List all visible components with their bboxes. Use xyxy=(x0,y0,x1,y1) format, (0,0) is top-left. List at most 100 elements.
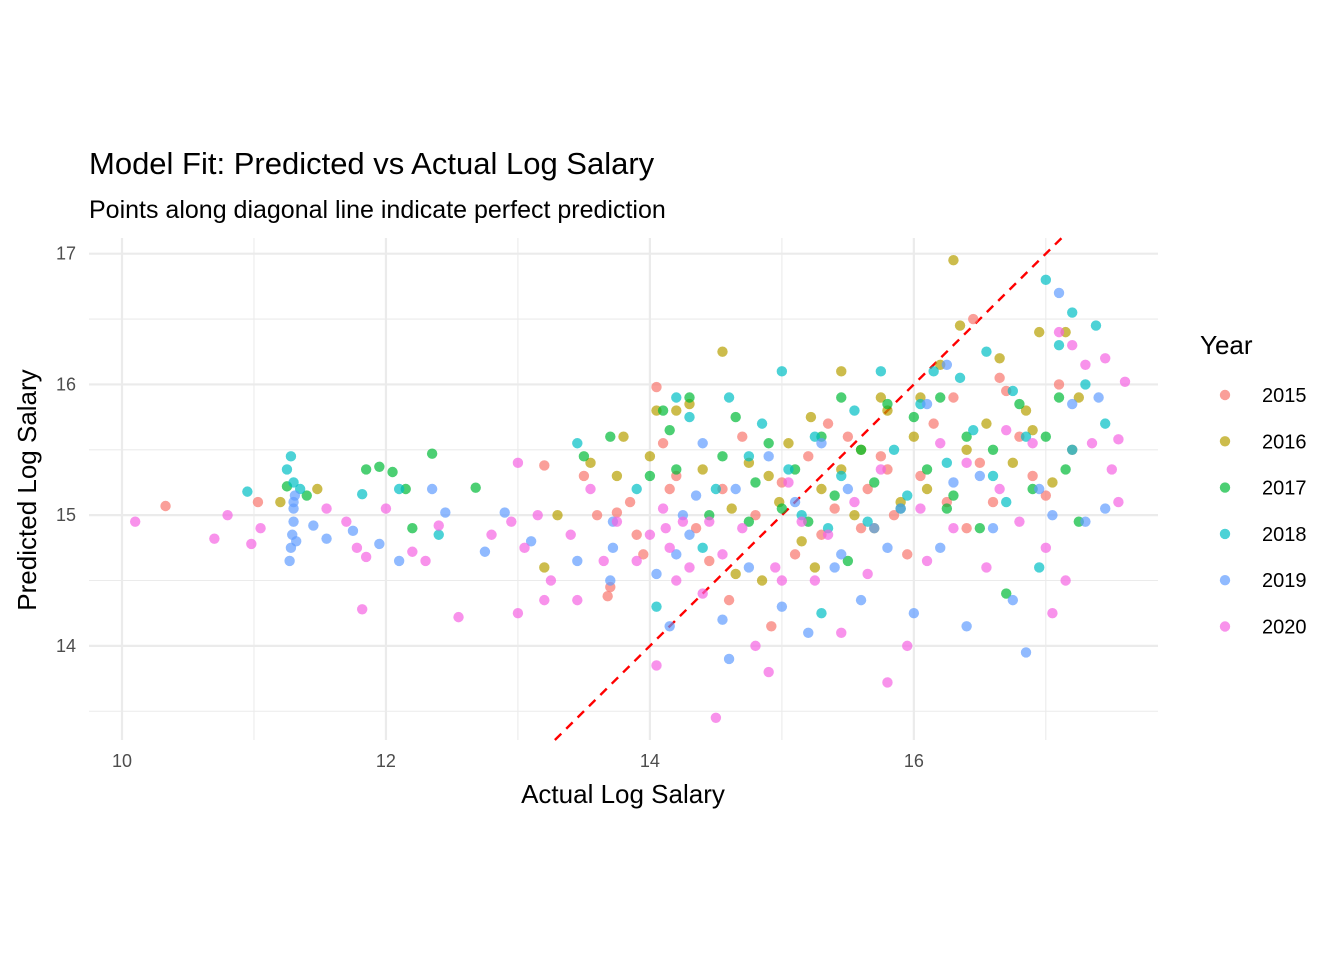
data-point-2017 xyxy=(763,438,774,449)
data-point-2017 xyxy=(664,424,675,436)
data-point-2016 xyxy=(312,483,323,495)
data-point-2017 xyxy=(301,490,312,501)
data-point-2018 xyxy=(809,431,821,442)
legend-label-2017: 2017 xyxy=(1262,478,1307,500)
data-point-2015 xyxy=(829,503,840,514)
data-point-2016 xyxy=(1073,392,1085,403)
chart-title: Model Fit: Predicted vs Actual Log Salar… xyxy=(89,146,655,181)
data-point-2020 xyxy=(585,483,596,495)
data-point-2015 xyxy=(657,438,669,449)
y-tick-label: 15 xyxy=(56,505,76,525)
data-point-2015 xyxy=(723,594,735,606)
data-point-2017 xyxy=(426,448,438,459)
data-point-2015 xyxy=(578,470,590,482)
legend: Year 2015 2016 2017 2018 2019 2020 xyxy=(1200,330,1307,639)
legend-key-2016 xyxy=(1219,436,1231,447)
data-point-2015 xyxy=(766,621,777,632)
legend-key-2018 xyxy=(1219,528,1231,540)
data-point-2020 xyxy=(737,523,748,534)
data-point-2017 xyxy=(657,405,669,416)
data-point-2015 xyxy=(888,509,900,521)
data-point-2019 xyxy=(308,520,319,531)
chart-subtitle: Points along diagonal line indicate perf… xyxy=(89,196,666,224)
y-tick-label: 17 xyxy=(56,244,76,264)
data-point-2016 xyxy=(954,320,966,331)
data-point-2015 xyxy=(252,496,264,508)
data-point-2016 xyxy=(948,255,959,266)
data-point-2016 xyxy=(763,470,774,482)
data-point-2019 xyxy=(723,653,735,665)
data-point-2020 xyxy=(356,604,368,615)
data-point-2019 xyxy=(572,555,583,567)
data-point-2016 xyxy=(611,470,623,482)
data-point-2015 xyxy=(690,523,702,534)
data-point-2016 xyxy=(717,346,728,357)
data-point-2017 xyxy=(671,464,682,475)
data-point-2020 xyxy=(660,523,671,534)
data-point-2018 xyxy=(1034,562,1045,573)
data-point-2018 xyxy=(631,483,642,495)
data-point-2020 xyxy=(657,503,669,514)
data-point-2018 xyxy=(242,486,253,497)
data-point-2019 xyxy=(921,398,933,410)
data-point-2016 xyxy=(671,405,682,416)
data-point-2015 xyxy=(961,523,972,534)
data-point-2020 xyxy=(750,640,761,652)
data-point-2019 xyxy=(671,549,682,560)
data-point-2015 xyxy=(915,470,926,482)
data-point-2015 xyxy=(651,381,662,393)
data-point-2019 xyxy=(776,601,788,612)
data-point-2019 xyxy=(948,477,959,488)
data-point-2018 xyxy=(902,490,913,501)
data-point-2016 xyxy=(961,444,972,455)
data-point-2019 xyxy=(816,438,827,449)
data-point-2017 xyxy=(1001,588,1012,599)
data-point-2016 xyxy=(836,366,847,377)
data-point-2016 xyxy=(697,464,708,475)
data-point-2015 xyxy=(704,555,715,567)
data-point-2019 xyxy=(697,438,708,449)
data-point-2015 xyxy=(591,509,603,521)
data-point-2017 xyxy=(644,470,656,482)
data-point-2020 xyxy=(407,546,418,557)
data-point-2018 xyxy=(836,470,847,482)
x-axis-title: Actual Log Salary xyxy=(521,779,725,809)
data-point-2019 xyxy=(935,542,946,554)
data-point-2020 xyxy=(763,666,774,678)
data-point-2015 xyxy=(789,549,801,560)
data-point-2020 xyxy=(519,542,530,554)
data-point-2017 xyxy=(684,392,695,403)
data-point-2015 xyxy=(855,523,867,534)
data-point-2017 xyxy=(1053,392,1065,403)
data-point-2020 xyxy=(506,516,517,527)
data-point-2020 xyxy=(1040,542,1052,554)
data-point-2019 xyxy=(789,496,801,508)
data-point-2020 xyxy=(1001,424,1012,436)
data-point-2015 xyxy=(822,418,834,429)
data-point-2020 xyxy=(849,496,860,508)
data-point-2020 xyxy=(433,520,444,531)
data-point-2019 xyxy=(717,614,728,625)
data-point-2018 xyxy=(1067,444,1078,455)
data-point-2015 xyxy=(842,431,854,442)
data-point-2020 xyxy=(209,533,220,544)
legend-label-2015: 2015 xyxy=(1262,385,1307,407)
data-point-2018 xyxy=(968,424,979,436)
data-point-2017 xyxy=(776,503,788,514)
data-point-2018 xyxy=(288,477,299,488)
data-point-2018 xyxy=(816,607,827,619)
data-point-2020 xyxy=(710,712,722,723)
data-point-2018 xyxy=(954,372,966,384)
data-point-2018 xyxy=(572,438,583,449)
data-point-2015 xyxy=(1053,379,1065,390)
data-point-2019 xyxy=(393,555,405,567)
data-point-2020 xyxy=(770,562,781,573)
data-point-2016 xyxy=(796,536,807,547)
data-point-2017 xyxy=(855,444,867,455)
data-point-2020 xyxy=(961,457,972,469)
data-point-2020 xyxy=(1119,376,1131,388)
data-point-2019 xyxy=(743,562,755,573)
data-point-2020 xyxy=(1106,464,1118,475)
data-point-2015 xyxy=(987,496,999,508)
legend-label-2018: 2018 xyxy=(1262,524,1307,546)
